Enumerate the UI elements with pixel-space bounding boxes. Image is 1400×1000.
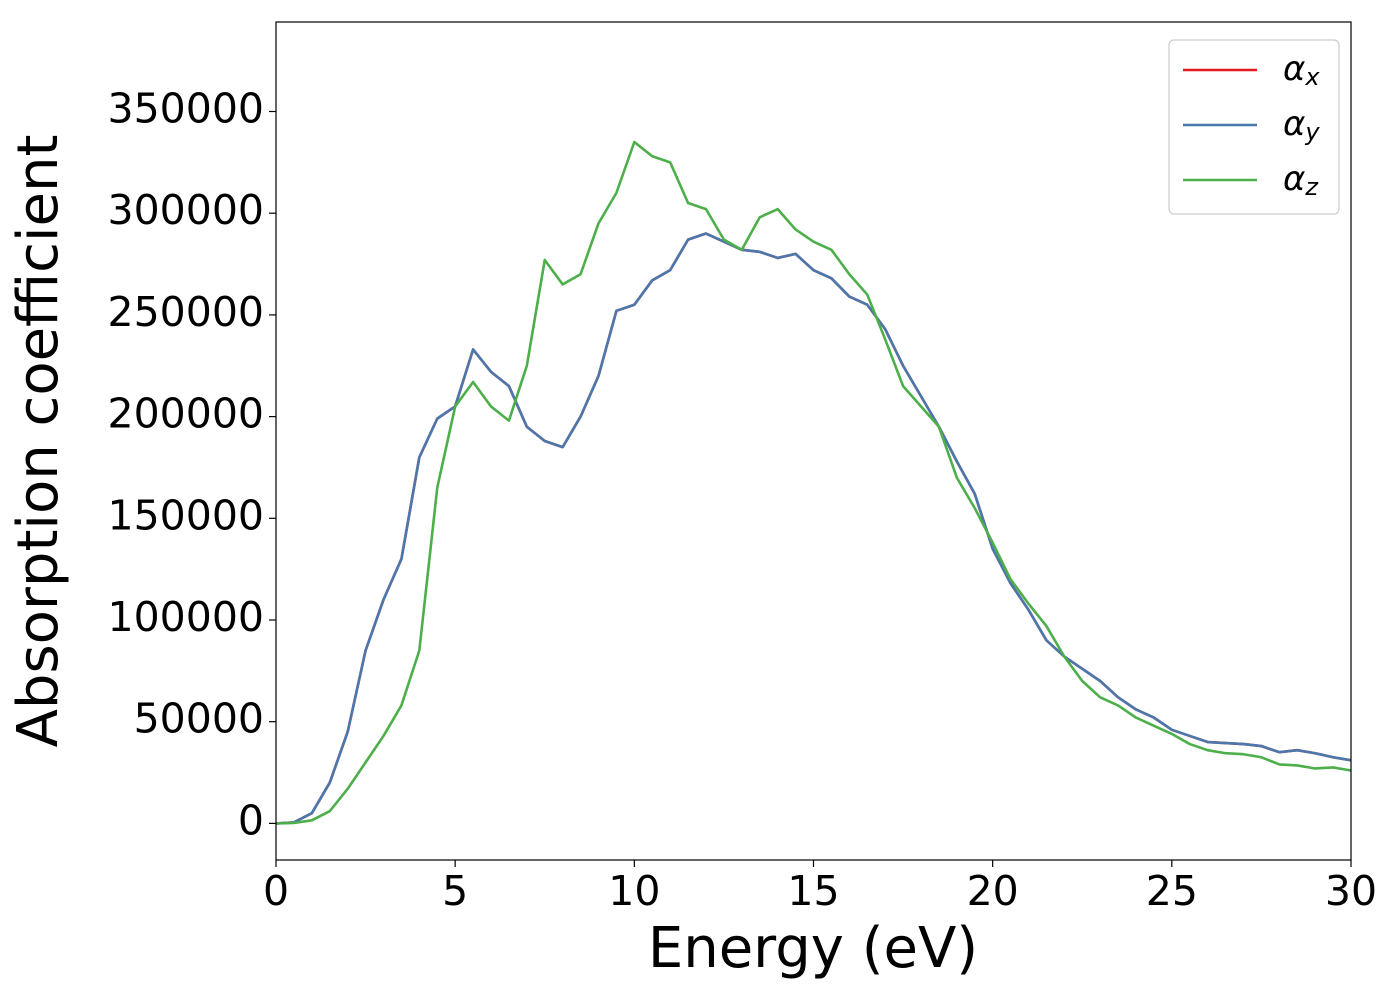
x-tick-label: 10 <box>608 867 660 915</box>
x-tick-label: 15 <box>787 867 839 915</box>
y-tick-label: 0 <box>238 796 264 844</box>
y-tick-label: 50000 <box>134 695 264 743</box>
y-axis-label: Absorption coefficient <box>6 135 71 748</box>
legend-label: αz <box>1283 159 1319 202</box>
x-tick-label: 30 <box>1325 867 1377 915</box>
x-tick-label: 20 <box>967 867 1019 915</box>
x-axis-label: Energy (eV) <box>648 916 978 981</box>
legend-label: αy <box>1283 104 1320 147</box>
y-tick-label: 200000 <box>107 390 264 438</box>
y-tick-label: 100000 <box>107 593 264 641</box>
plot-frame <box>275 21 1352 861</box>
x-tick-label: 0 <box>263 867 289 915</box>
y-tick-label: 300000 <box>107 186 264 234</box>
x-tick-label: 25 <box>1146 867 1198 915</box>
data-line <box>275 232 1352 825</box>
y-tick-label: 250000 <box>107 288 264 336</box>
data-line <box>275 140 1352 825</box>
legend-label: αx <box>1283 49 1320 92</box>
y-tick-label: 150000 <box>107 491 264 539</box>
x-tick-label: 5 <box>442 867 468 915</box>
legend-box <box>1168 39 1340 215</box>
y-tick-label: 350000 <box>107 84 264 132</box>
